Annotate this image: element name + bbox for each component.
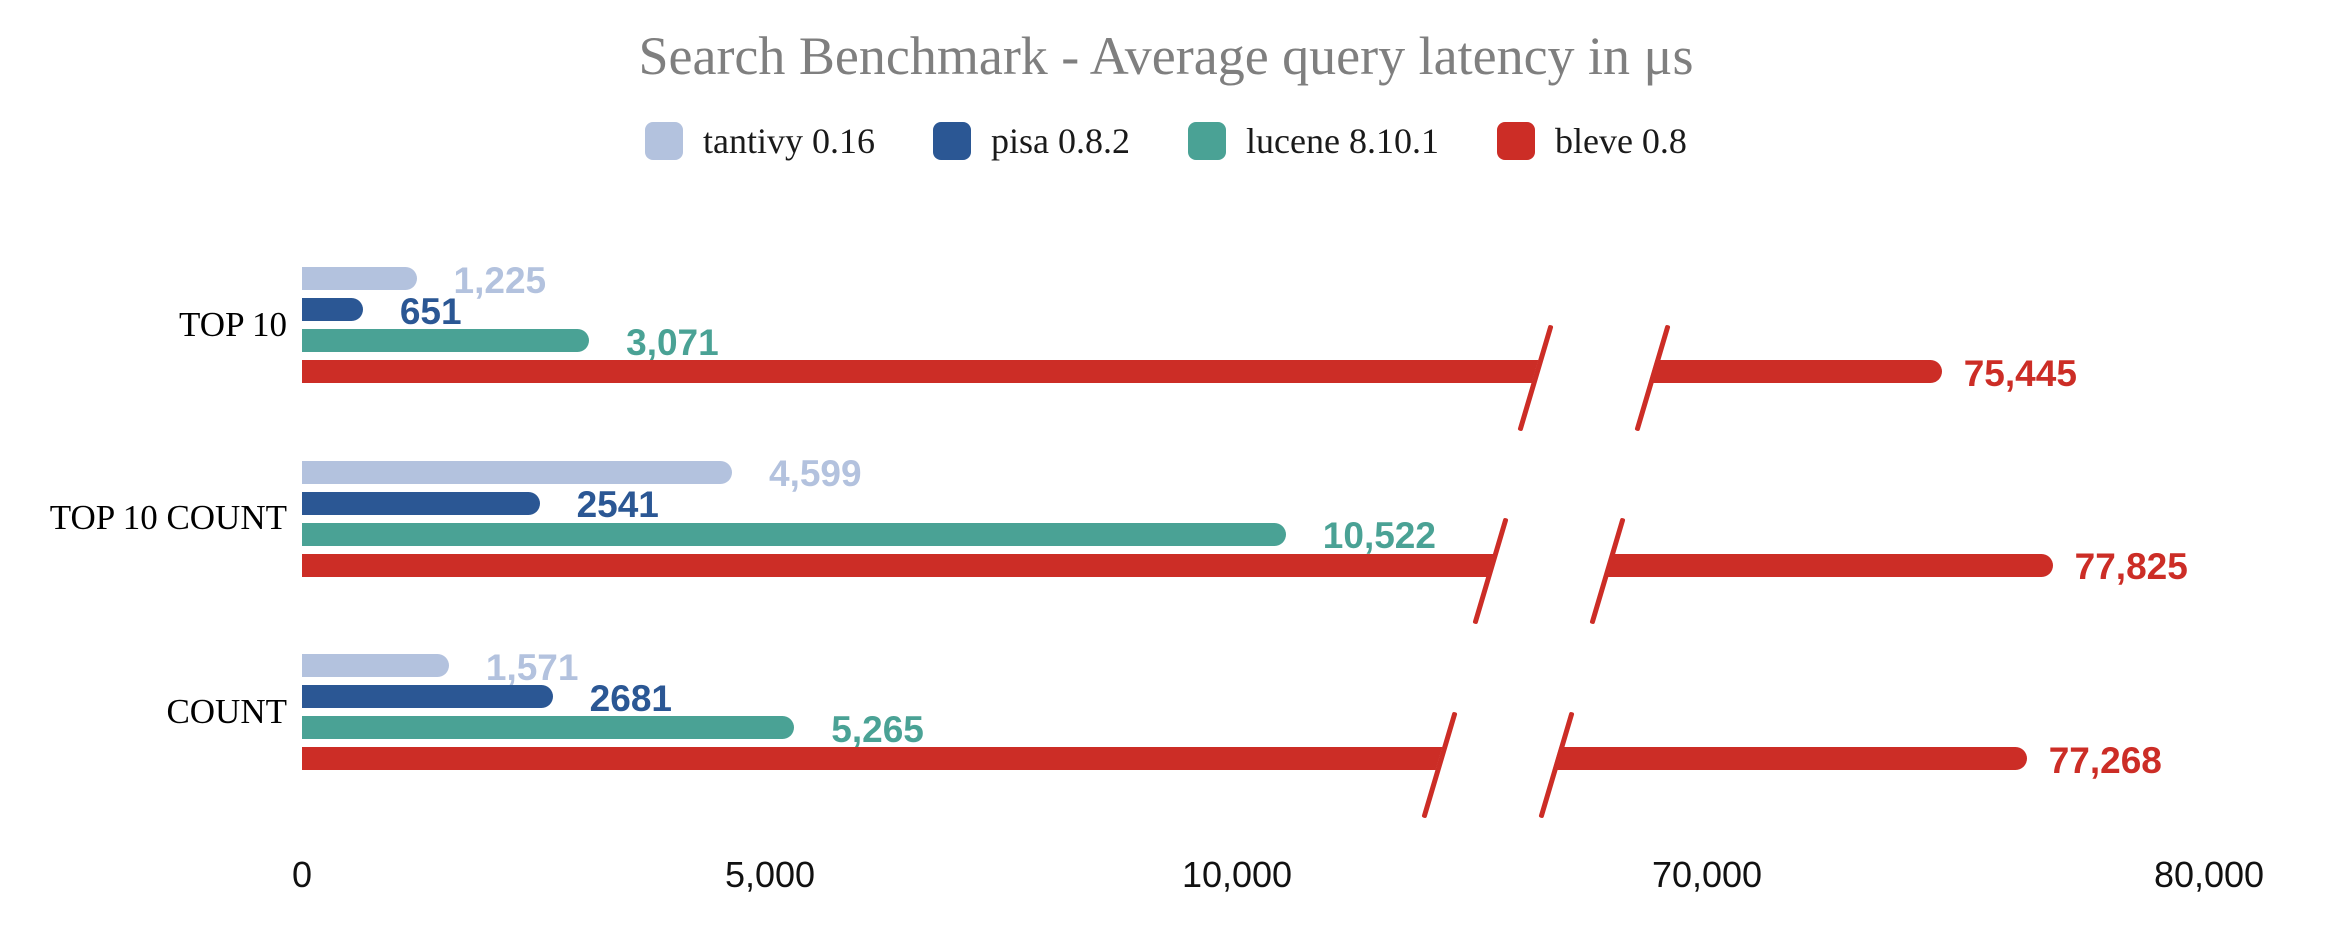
legend-swatch-pisa: [933, 122, 972, 160]
bar-top-10-pisa[interactable]: [302, 298, 363, 321]
bar-count-tantivy[interactable]: [302, 654, 449, 677]
legend-item-lucene[interactable]: lucene 8.10.1: [1188, 120, 1439, 162]
legend-item-bleve[interactable]: bleve 0.8: [1496, 120, 1687, 162]
axis-break-gap: [1434, 742, 1561, 775]
legend-swatch-bleve: [1496, 122, 1535, 160]
x-tick-label-0: 0: [291, 854, 313, 895]
value-label-count-tantivy: 1,571: [485, 646, 579, 688]
value-label-top-10-bleve: 75,445: [1963, 352, 2077, 394]
value-label-top-10-count-pisa: 2541: [576, 484, 659, 525]
x-tick-label-80000: 80,000: [2153, 854, 2265, 895]
legend-label: pisa 0.8.2: [991, 121, 1131, 161]
bar-count-pisa[interactable]: [302, 685, 553, 708]
legend-label: tantivy 0.16: [703, 121, 876, 161]
x-tick-label-5000: 5,000: [724, 854, 816, 895]
value-label-count-bleve: 77,268: [2048, 739, 2162, 781]
value-label-top-10-count-lucene: 10,522: [1322, 515, 1436, 556]
axis-break-gap: [1485, 548, 1612, 582]
legend-item-tantivy[interactable]: tantivy 0.16: [645, 120, 875, 162]
legend-swatch-tantivy: [645, 122, 684, 160]
value-label-top-10-lucene: 3,071: [626, 321, 719, 363]
category-label-top-10-count: TOP 10 COUNT: [49, 498, 287, 537]
chart-title: Search Benchmark - Average query latency…: [638, 26, 1694, 86]
legend-label: bleve 0.8: [1554, 121, 1687, 161]
axis-break-gap: [1530, 355, 1657, 388]
category-label-top-10: TOP 10: [179, 304, 287, 344]
bar-top-10-count-pisa[interactable]: [302, 491, 540, 515]
bar-top-10-count-bleve[interactable]: [302, 553, 2053, 577]
value-label-top-10-pisa: 651: [399, 290, 462, 332]
category-label-count: COUNT: [166, 691, 287, 731]
bar-top-10-count-tantivy[interactable]: [302, 460, 732, 484]
bar-count-bleve[interactable]: [302, 747, 2027, 770]
value-label-top-10-count-bleve: 77,825: [2074, 546, 2188, 587]
x-tick-label-10000: 10,000: [1181, 854, 1293, 895]
value-label-top-10-count-tantivy: 4,599: [769, 453, 862, 494]
bar-top-10-count-lucene[interactable]: [302, 522, 1286, 546]
bar-count-lucene[interactable]: [302, 716, 795, 739]
value-label-count-pisa: 2681: [589, 677, 672, 719]
value-label-count-lucene: 5,265: [831, 708, 924, 750]
bar-top-10-bleve[interactable]: [302, 360, 1942, 383]
bar-top-10-tantivy[interactable]: [302, 267, 417, 290]
x-tick-label-70000: 70,000: [1651, 854, 1763, 895]
value-label-top-10-tantivy: 1,225: [453, 259, 547, 301]
bar-top-10-lucene[interactable]: [302, 329, 590, 352]
legend-item-pisa[interactable]: pisa 0.8.2: [933, 120, 1130, 162]
legend-swatch-lucene: [1188, 122, 1227, 160]
legend-label: lucene 8.10.1: [1246, 121, 1439, 161]
legend: tantivy 0.16 pisa 0.8.2 lucene 8.10.1 bleve…: [0, 120, 2332, 162]
